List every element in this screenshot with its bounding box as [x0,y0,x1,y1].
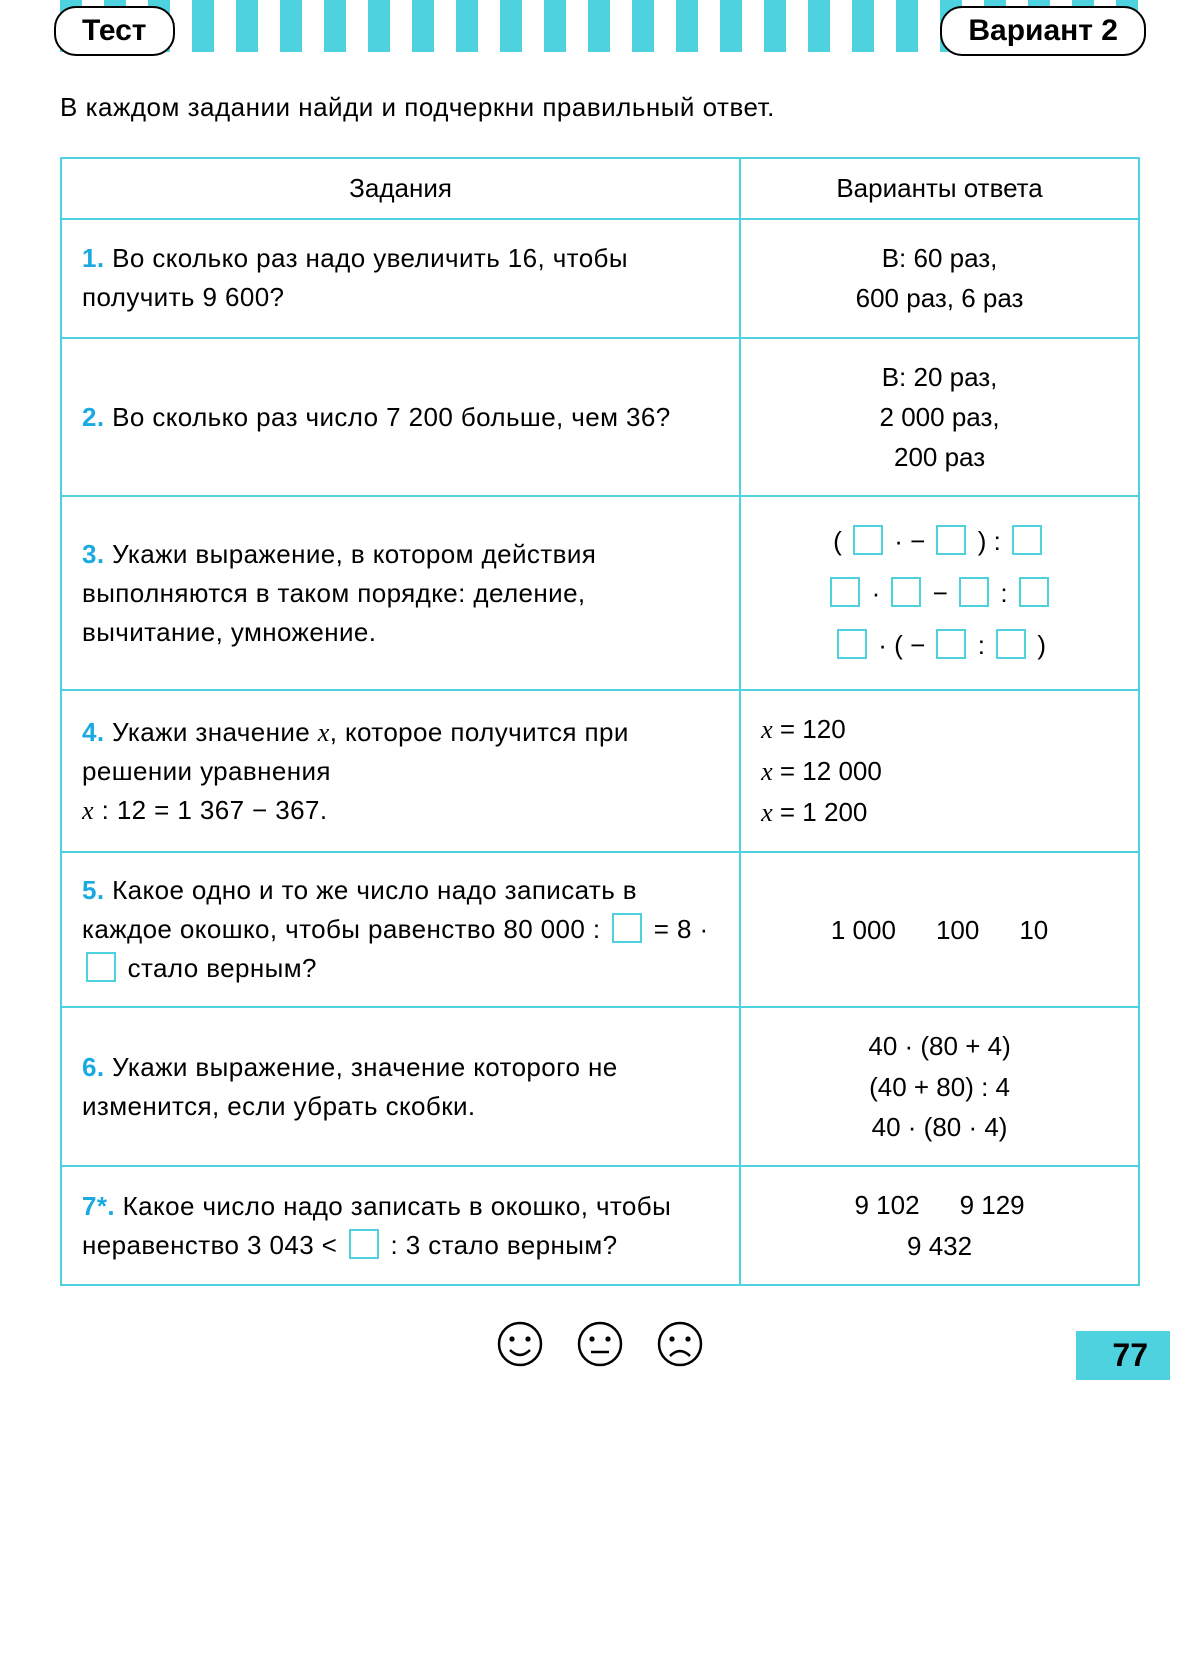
q5-text-c: стало верным? [120,953,317,983]
x-var: x [318,718,330,747]
smile-face-icon [496,1320,544,1373]
q4-text-a: Укажи значение [112,717,318,747]
q4-equation: : 12 = 1 367 − 367. [94,795,328,825]
page-footer: 77 [60,1320,1140,1380]
task-row-6: 6. Укажи выражение, значение которого не… [61,1007,1139,1166]
task-row-1: 1. Во сколько раз надо увеличить 16, что… [61,219,1139,338]
neutral-face-icon [576,1320,624,1373]
q4-answers: x = 120 x = 12 000 x = 1 200 [740,690,1139,852]
q7-number: 7*. [82,1191,115,1221]
q1-answers: В: 60 раз, 600 раз, 6 раз [740,219,1139,338]
header-stripes: Тест Вариант 2 [60,0,1140,52]
test-label: Тест [54,6,175,56]
q6-answers: 40 · (80 + 4) (40 + 80) : 4 40 · (80 · 4… [740,1007,1139,1166]
input-box [612,913,642,943]
q1-text: Во сколько раз надо увеличить 16, чтобы … [82,243,628,312]
q6-text: Укажи выражение, значение которого не из… [82,1052,618,1121]
page-number: 77 [1076,1331,1170,1380]
q6-number: 6. [82,1052,104,1082]
q5-answers: 1 00010010 [740,852,1139,1007]
instruction-text: В каждом задании найди и подчеркни прави… [60,92,1140,123]
task-row-4: 4. Укажи значение x, которое получится п… [61,690,1139,852]
q3-answers: ( · − ) : · − : · ( − : ) [740,496,1139,690]
q7-answers: 9 1029 129 9 432 [740,1166,1139,1285]
q7-text-b: : 3 стало верным? [383,1230,618,1260]
q4-number: 4. [82,717,104,747]
task-row-5: 5. Какое одно и то же число надо записат… [61,852,1139,1007]
sad-face-icon [656,1320,704,1373]
q3-expr-3: · ( − : ) [761,619,1118,671]
tasks-table: Задания Варианты ответа 1. Во сколько ра… [60,157,1140,1286]
task-row-2: 2. Во сколько раз число 7 200 больше, че… [61,338,1139,497]
q2-text: Во сколько раз число 7 200 больше, чем 3… [112,402,670,432]
q5-number: 5. [82,875,104,905]
col-header-tasks: Задания [61,158,740,219]
input-box [349,1229,379,1259]
q3-text: Укажи выражение, в котором действия выпо… [82,539,596,647]
variant-label: Вариант 2 [940,6,1146,56]
q2-number: 2. [82,402,104,432]
q5-text-b: = 8 · [646,914,708,944]
q3-number: 3. [82,539,104,569]
q3-expr-1: ( · − ) : [761,515,1118,567]
q1-number: 1. [82,243,104,273]
x-var: x [82,796,94,825]
input-box [86,952,116,982]
q5-text-a: Какое одно и то же число надо записать в… [82,875,637,944]
q2-answers: В: 20 раз, 2 000 раз, 200 раз [740,338,1139,497]
q3-expr-2: · − : [761,567,1118,619]
task-row-3: 3. Укажи выражение, в котором действия в… [61,496,1139,690]
task-row-7: 7*. Какое число надо записать в окошко, … [61,1166,1139,1285]
col-header-answers: Варианты ответа [740,158,1139,219]
